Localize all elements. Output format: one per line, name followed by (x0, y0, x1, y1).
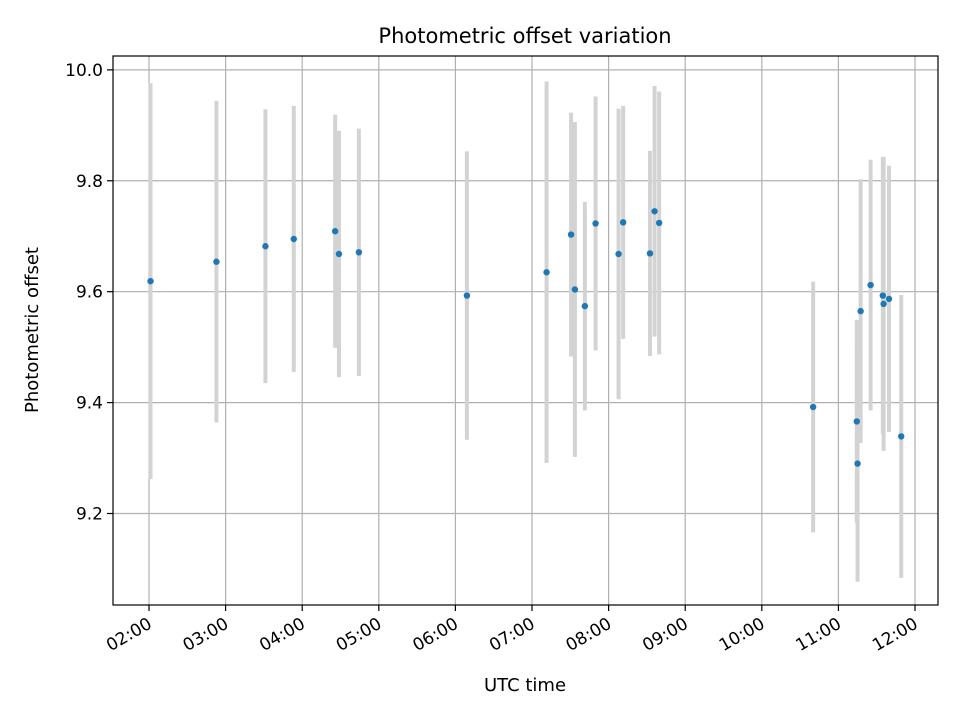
data-point (879, 292, 887, 299)
data-point (809, 403, 817, 411)
data-point (581, 302, 589, 310)
data-point (854, 460, 861, 467)
data-point (592, 220, 599, 227)
data-point (213, 258, 220, 265)
y-tick-label: 9.6 (76, 283, 103, 303)
data-point (331, 228, 339, 235)
chart-title: Photometric offset variation (378, 24, 671, 48)
data-point (262, 243, 269, 250)
data-point (619, 219, 627, 226)
data-point (567, 231, 575, 238)
data-point (646, 250, 654, 257)
data-point (885, 295, 893, 303)
y-tick-label: 9.4 (76, 394, 103, 414)
x-axis-label: UTC time (484, 675, 566, 696)
y-tick-label: 9.2 (76, 505, 103, 525)
y-axis-label: Photometric offset (22, 247, 43, 413)
data-point (463, 292, 471, 299)
data-point (857, 307, 864, 315)
data-point (651, 208, 658, 215)
data-point (655, 219, 663, 227)
data-point (335, 250, 343, 258)
data-point (571, 286, 579, 293)
data-point (615, 250, 622, 258)
data-point (898, 433, 905, 440)
plot-frame (112, 55, 939, 606)
y-tick-label: 9.8 (76, 172, 103, 192)
data-point (290, 235, 297, 243)
grid-lines (113, 56, 938, 605)
data-point (880, 300, 887, 308)
data-point (355, 249, 363, 256)
data-point (543, 269, 550, 276)
data-points (147, 208, 905, 467)
data-point (867, 281, 874, 289)
data-point (853, 418, 861, 425)
y-tick-label: 10.0 (65, 61, 103, 81)
data-point (147, 277, 154, 285)
